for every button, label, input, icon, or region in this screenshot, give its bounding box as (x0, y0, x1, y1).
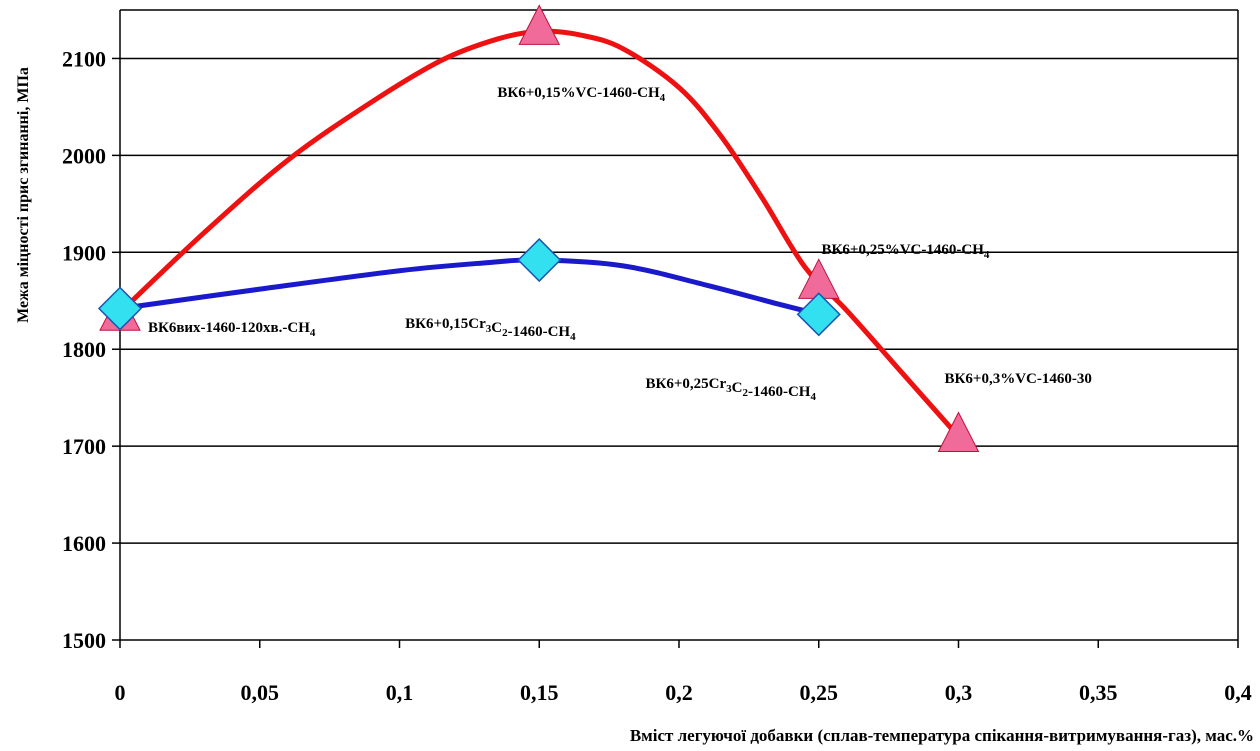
x-axis-label: Вміст легуючої добавки (сплав-температур… (630, 726, 1254, 745)
y-tick-label: 1900 (62, 240, 106, 265)
x-tick-label: 0,25 (800, 680, 839, 705)
data-point-triangle (518, 4, 561, 45)
y-tick-labels: 1500 1600 1700 1800 1900 2000 2100 (62, 46, 106, 653)
data-label: ВК6+0,15Cr3C2-1460-CH4 (405, 316, 576, 343)
y-axis-label: Межа міцності прис згинанні, МПа (15, 67, 32, 323)
x-tick-label: 0 (115, 680, 126, 705)
data-label: ВК6+0,25%VC-1460-CH4 (822, 242, 990, 261)
x-tick-label: 0,2 (665, 680, 693, 705)
x-tick-labels: 0 0,05 0,1 0,15 0,2 0,25 0,3 0,35 0,4 (115, 680, 1252, 705)
series-group (97, 4, 980, 452)
data-label: ВК6+0,3%VC-1460-30 (945, 371, 1092, 387)
data-point-diamond (796, 292, 841, 337)
data-point-triangle (937, 411, 980, 452)
x-tick-label: 0,1 (386, 680, 414, 705)
y-tick-label: 1700 (62, 434, 106, 459)
x-tick-label: 0,35 (1079, 680, 1118, 705)
data-label: ВК6+0,25Cr3C2-1460-CH4 (645, 376, 816, 403)
data-point-diamond (97, 286, 143, 331)
data-label: ВК6вих-1460-120хв.-CH4 (148, 320, 316, 339)
series-2 (97, 238, 841, 337)
y-tick-label: 2000 (62, 143, 106, 168)
y-tick-label: 1800 (62, 337, 106, 362)
data-point-diamond (517, 238, 562, 283)
x-tick-label: 0,15 (520, 680, 559, 705)
y-tick-label: 1500 (62, 628, 106, 653)
gridlines (120, 57, 1238, 544)
y-tick-label: 1600 (62, 531, 106, 556)
series-line (119, 257, 820, 317)
y-tick-label: 2100 (62, 46, 106, 71)
x-tick-label: 0,4 (1224, 680, 1252, 705)
data-label: ВК6+0,15%VC-1460-CH4 (497, 85, 665, 104)
x-tick-label: 0,3 (945, 680, 973, 705)
series-1 (99, 4, 980, 452)
annotations: ВК6вих-1460-120хв.-CH4 ВК6+0,15%VC-1460-C… (148, 85, 1092, 403)
x-tick-label: 0,05 (241, 680, 280, 705)
